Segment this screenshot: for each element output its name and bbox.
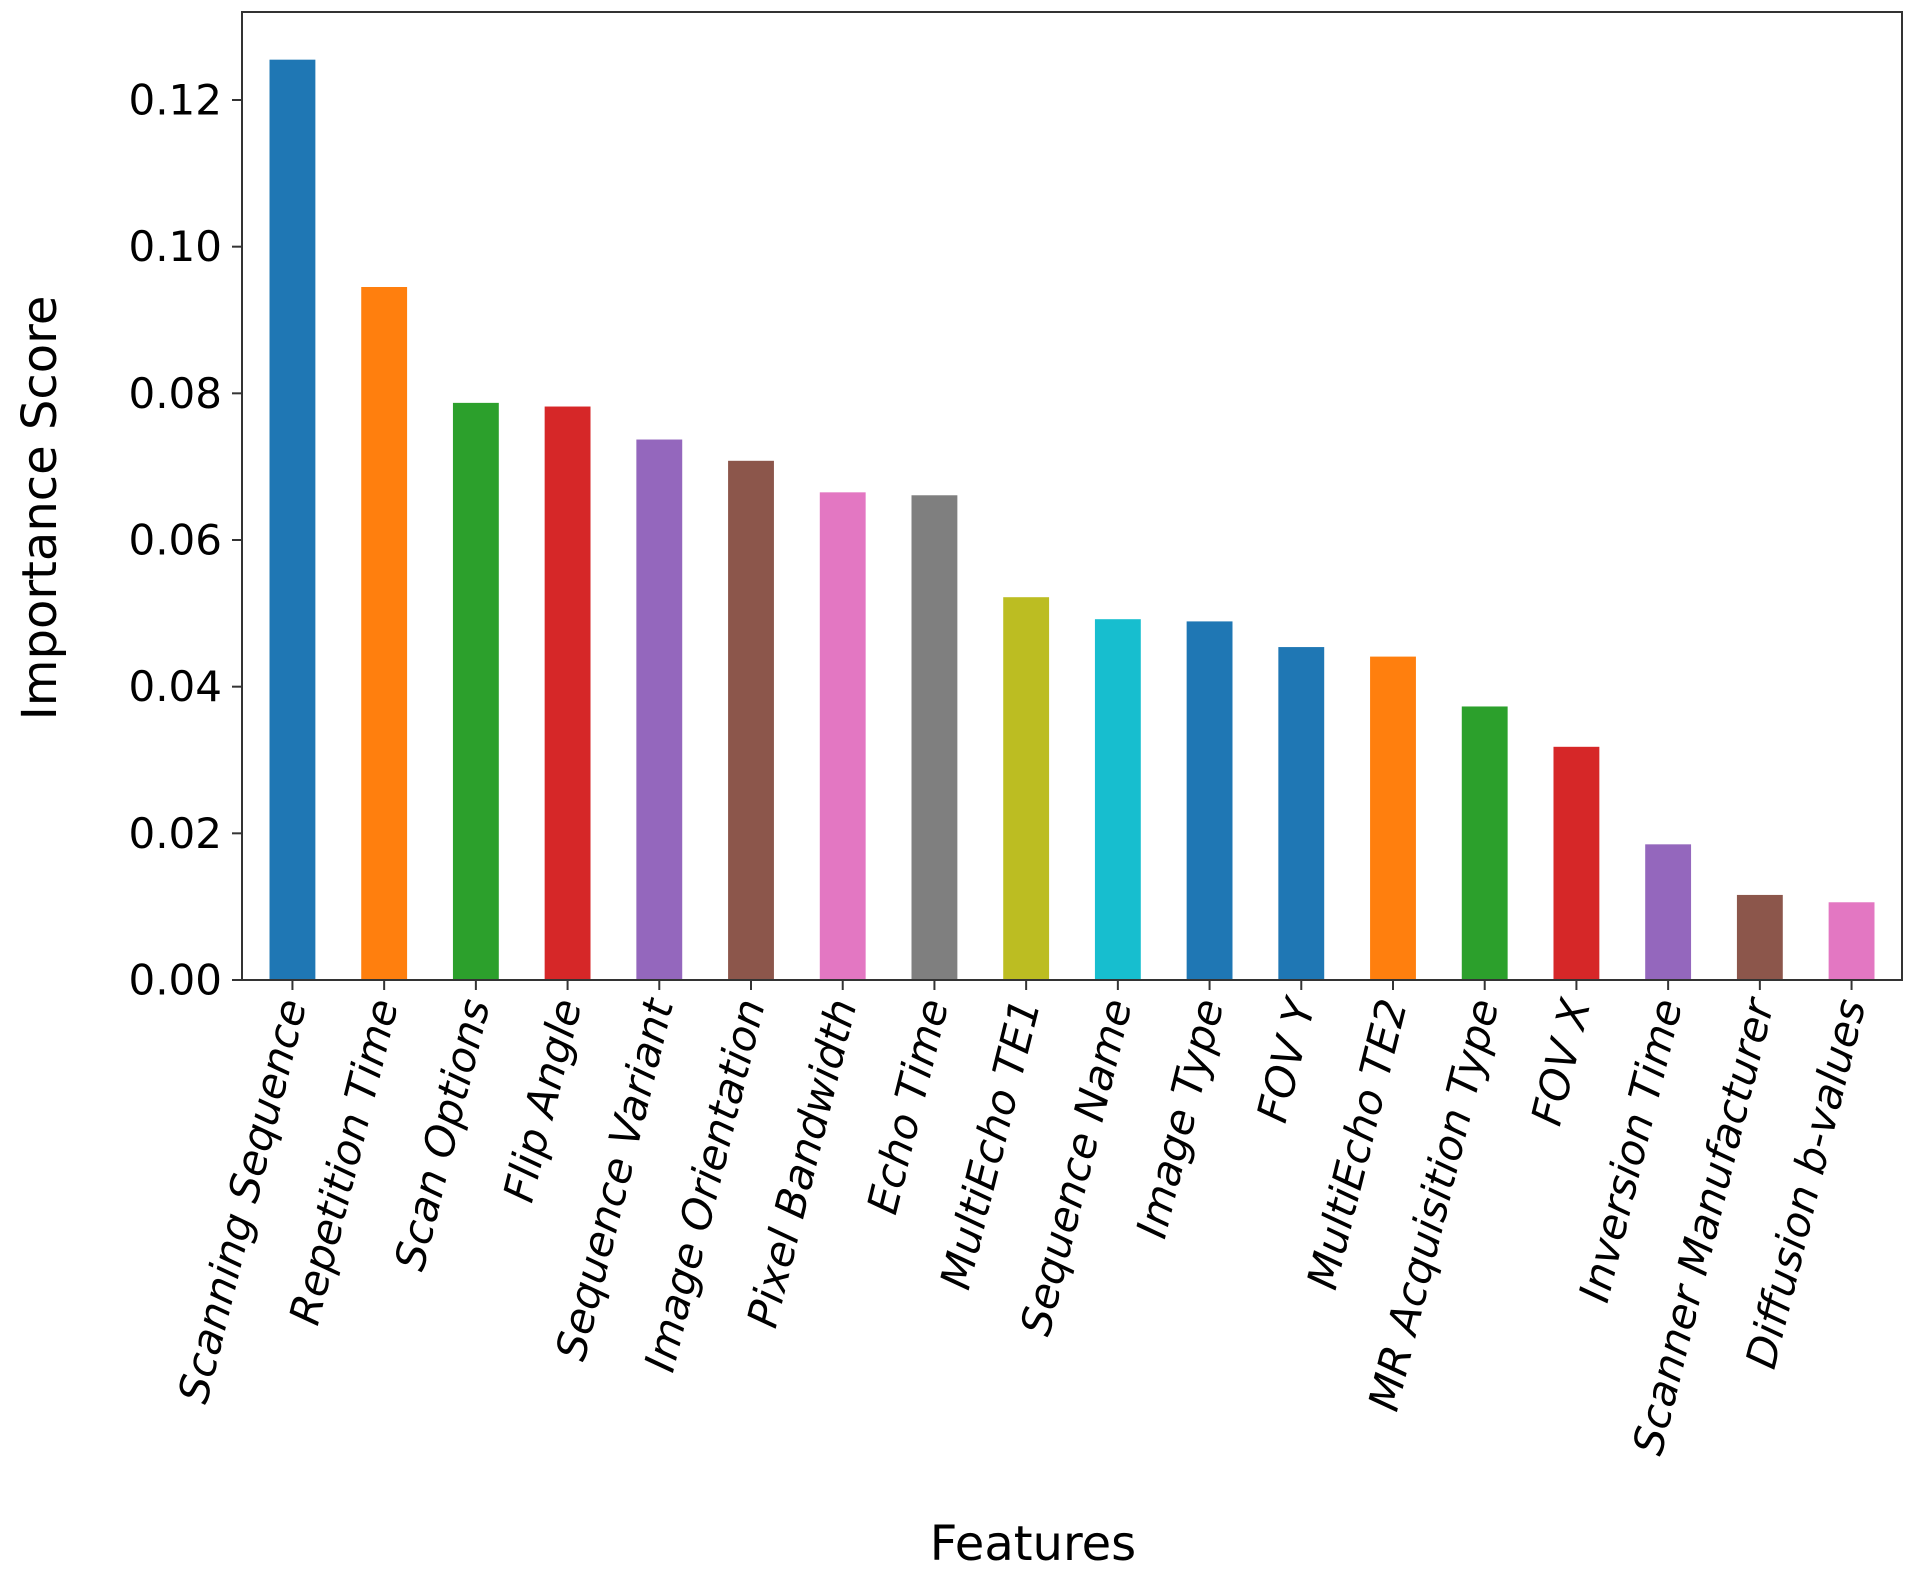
bar-image-type [1186, 621, 1233, 980]
bar-pixel-bandwidth [819, 492, 866, 980]
bar-inversion-time [1645, 844, 1692, 980]
bar-sequence-variant [636, 439, 683, 980]
x-axis-title: Features [930, 1516, 1136, 1570]
x-tick-label: Echo Time [858, 994, 959, 1219]
x-tick-label: Flip Angle [494, 994, 592, 1207]
bars-layer [269, 59, 1875, 981]
bar-scanning-sequence [269, 59, 316, 981]
y-tick-label: 0.04 [128, 662, 222, 711]
bar-diffusion-b-values [1828, 902, 1875, 980]
bar-multiecho-te1 [1003, 597, 1050, 980]
bar-sequence-name [1094, 619, 1141, 980]
y-tick-label: 0.02 [128, 809, 222, 858]
x-tick-label: Scan Options [385, 994, 500, 1275]
bar-repetition-time [361, 287, 408, 980]
y-tick-label: 0.12 [128, 76, 222, 125]
x-tick-label: Image Type [1127, 994, 1234, 1243]
y-tick-label: 0.00 [128, 956, 222, 1005]
bar-mr-acquisition-type [1461, 706, 1508, 980]
bar-fov-x [1553, 746, 1600, 980]
bar-multiecho-te2 [1370, 656, 1416, 980]
x-tick-label: FOV X [1522, 993, 1601, 1130]
bar-fov-y [1278, 647, 1325, 980]
bar-echo-time [911, 495, 958, 980]
y-tick-label: 0.06 [128, 516, 222, 565]
x-tick-label: Scanning Sequence [168, 994, 316, 1408]
y-axis-ticks: 0.00 0.02 0.04 0.06 0.08 0.10 0.12 [128, 76, 242, 1005]
x-tick-label: FOV Y [1247, 991, 1326, 1127]
plot-frame [241, 11, 1903, 981]
y-tick-label: 0.08 [128, 369, 222, 418]
bar-flip-angle [544, 406, 591, 980]
bar-scanner-manufacturer [1736, 894, 1783, 980]
y-axis-title: Importance Score [12, 296, 68, 721]
y-tick-label: 0.10 [128, 222, 222, 271]
bar-scan-options [452, 402, 499, 980]
bar-image-orientation [728, 460, 774, 980]
